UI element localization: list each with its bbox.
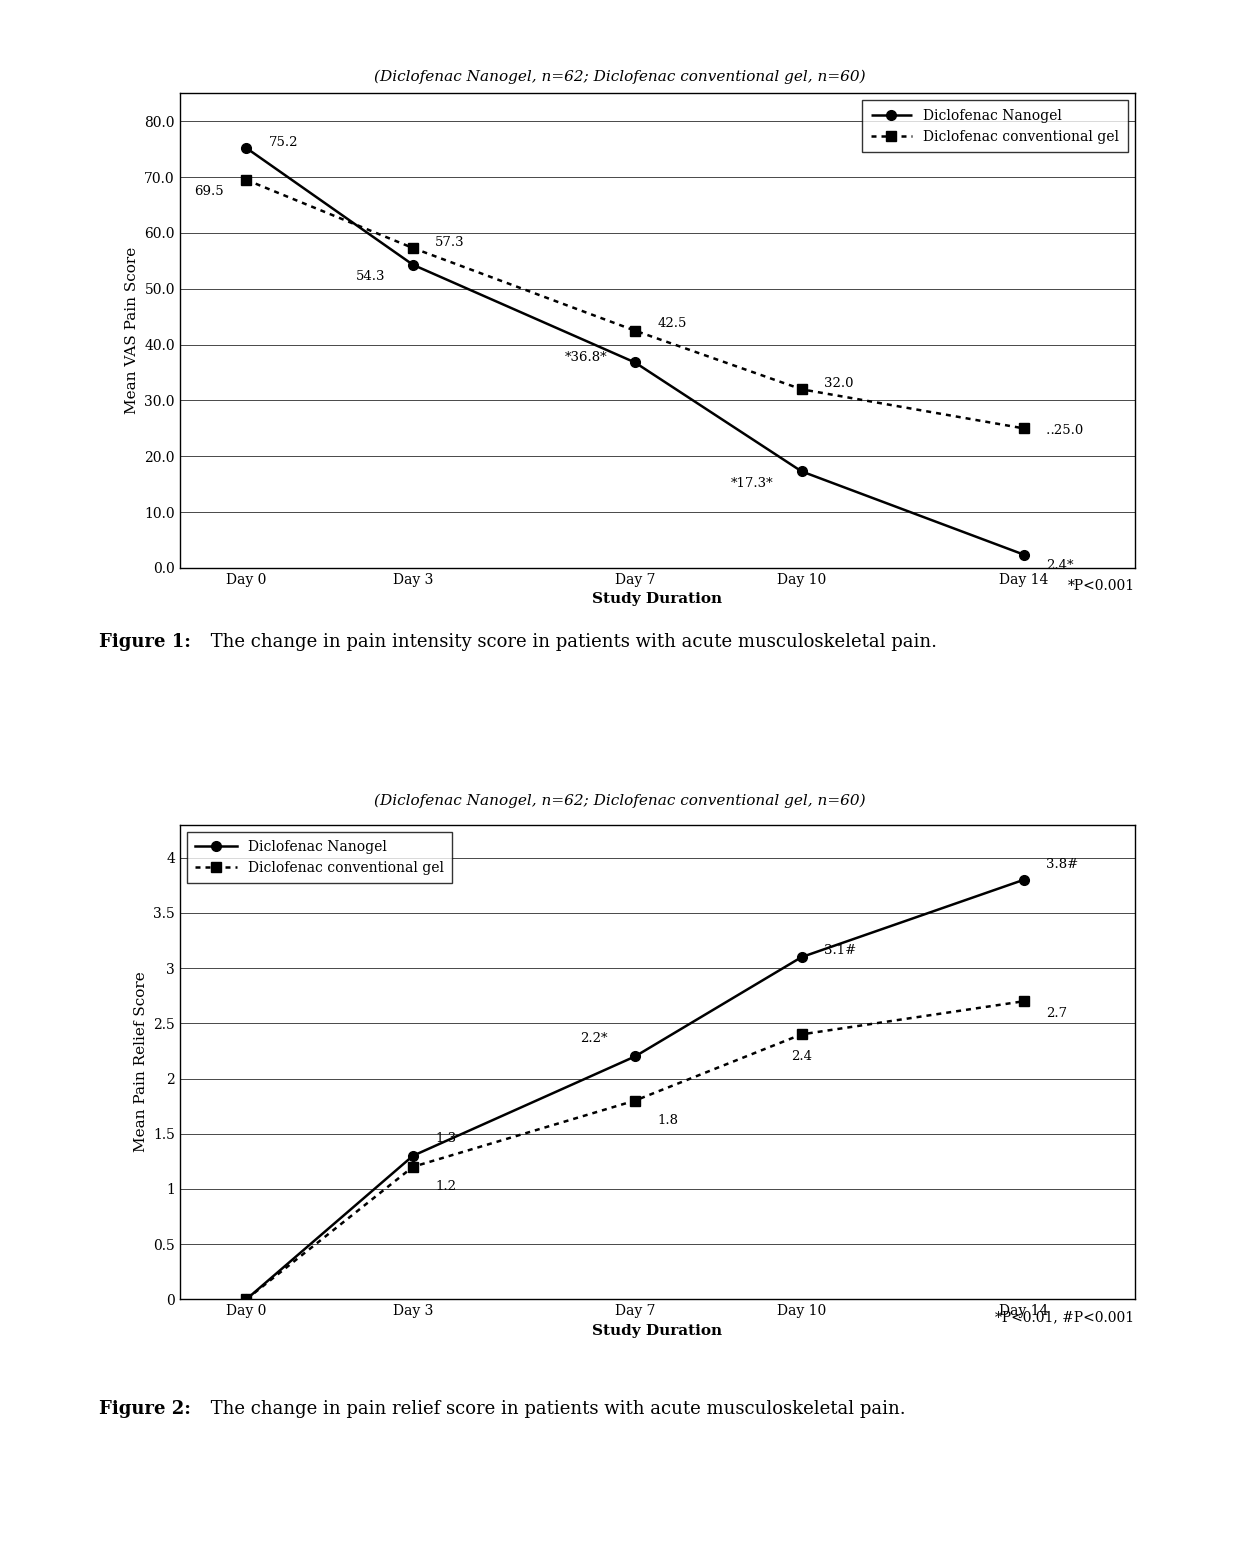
Diclofenac conventional gel [1016, 991, 1030, 1010]
X-axis label: Study Duration: Study Duration [593, 593, 722, 607]
Diclofenac Nanogel [1016, 870, 1030, 888]
Text: 2.4*: 2.4* [1045, 559, 1074, 571]
Line: Diclofenac Nanogel: Diclofenac Nanogel [242, 143, 1028, 560]
Diclofenac Nanogel [627, 1047, 642, 1066]
Line: Diclofenac conventional gel: Diclofenac conventional gel [242, 174, 1028, 433]
Text: Figure 2:: Figure 2: [99, 1400, 191, 1419]
Diclofenac Nanogel [627, 353, 642, 372]
Diclofenac conventional gel [239, 1290, 254, 1309]
Diclofenac conventional gel [794, 1025, 808, 1044]
Text: 1.2: 1.2 [435, 1179, 456, 1193]
Diclofenac conventional gel [239, 171, 254, 190]
Text: 1.3: 1.3 [435, 1131, 456, 1145]
Diclofenac Nanogel [239, 138, 254, 157]
Text: 1.8: 1.8 [657, 1114, 678, 1127]
Text: 57.3: 57.3 [435, 237, 465, 249]
Text: 42.5: 42.5 [657, 317, 687, 330]
Diclofenac Nanogel [794, 948, 808, 966]
Diclofenac Nanogel [239, 1290, 254, 1309]
Diclofenac Nanogel [794, 462, 808, 481]
Legend: Diclofenac Nanogel, Diclofenac conventional gel: Diclofenac Nanogel, Diclofenac conventio… [187, 831, 453, 884]
Text: Figure 1:: Figure 1: [99, 633, 191, 652]
Y-axis label: Mean Pain Relief Score: Mean Pain Relief Score [134, 971, 148, 1153]
Text: *36.8*: *36.8* [564, 350, 608, 364]
Diclofenac Nanogel [405, 255, 420, 274]
Diclofenac conventional gel [627, 1091, 642, 1109]
Text: (Diclofenac Nanogel, n=62; Diclofenac conventional gel, n=60): (Diclofenac Nanogel, n=62; Diclofenac co… [374, 794, 866, 808]
Diclofenac conventional gel [794, 380, 808, 398]
X-axis label: Study Duration: Study Duration [593, 1324, 722, 1338]
Line: Diclofenac conventional gel: Diclofenac conventional gel [242, 996, 1028, 1304]
Text: 2.4: 2.4 [791, 1050, 812, 1063]
Diclofenac Nanogel [1016, 545, 1030, 563]
Diclofenac conventional gel [405, 1158, 420, 1176]
Text: (Diclofenac Nanogel, n=62; Diclofenac conventional gel, n=60): (Diclofenac Nanogel, n=62; Diclofenac co… [374, 70, 866, 84]
Text: 2.2*: 2.2* [580, 1033, 608, 1046]
Text: *P<0.01, #P<0.001: *P<0.01, #P<0.001 [996, 1310, 1135, 1324]
Diclofenac Nanogel [405, 1147, 420, 1165]
Text: 54.3: 54.3 [356, 269, 386, 283]
Y-axis label: Mean VAS Pain Score: Mean VAS Pain Score [125, 247, 139, 414]
Text: *P<0.001: *P<0.001 [1068, 579, 1135, 593]
Diclofenac conventional gel [405, 238, 420, 257]
Text: 3.1#: 3.1# [823, 944, 856, 957]
Text: 2.7: 2.7 [1045, 1007, 1066, 1019]
Diclofenac conventional gel [1016, 419, 1030, 437]
Text: *17.3*: *17.3* [732, 476, 774, 490]
Text: 32.0: 32.0 [823, 378, 853, 391]
Text: The change in pain relief score in patients with acute musculoskeletal pain.: The change in pain relief score in patie… [205, 1400, 905, 1419]
Legend: Diclofenac Nanogel, Diclofenac conventional gel: Diclofenac Nanogel, Diclofenac conventio… [862, 100, 1127, 152]
Line: Diclofenac Nanogel: Diclofenac Nanogel [242, 874, 1028, 1304]
Text: ‥25.0: ‥25.0 [1045, 423, 1084, 437]
Text: 3.8#: 3.8# [1045, 857, 1078, 871]
Text: 75.2: 75.2 [269, 137, 298, 149]
Diclofenac conventional gel [627, 322, 642, 341]
Text: 69.5: 69.5 [195, 185, 224, 198]
Text: The change in pain intensity score in patients with acute musculoskeletal pain.: The change in pain intensity score in pa… [205, 633, 936, 652]
